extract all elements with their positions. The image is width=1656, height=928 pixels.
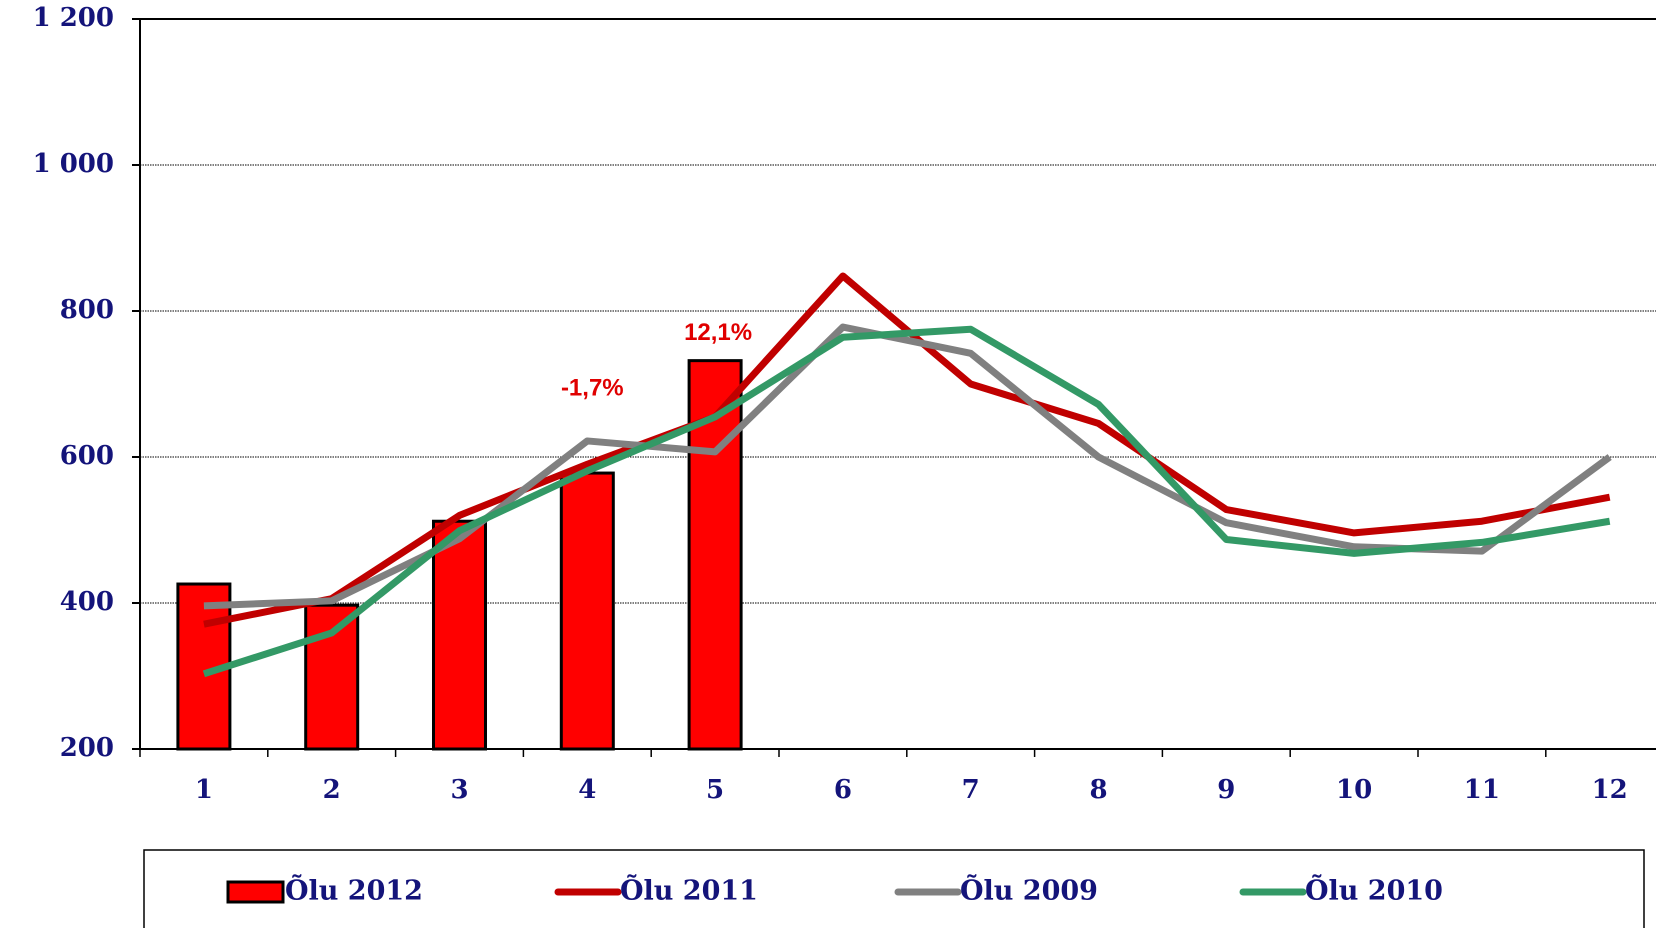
x-tick-label: 3 <box>450 775 468 805</box>
y-tick-label: 200 <box>60 733 114 763</box>
legend-swatch <box>226 880 285 904</box>
legend-label: Õlu 2009 <box>960 873 1098 907</box>
annotation: -1,7% <box>561 374 624 401</box>
bar <box>559 471 615 751</box>
bar <box>304 603 360 751</box>
annotation: 12,1% <box>684 319 752 346</box>
x-tick-label: 5 <box>706 775 724 805</box>
x-tick-label: 9 <box>1217 775 1235 805</box>
legend-label: Õlu 2012 <box>285 873 423 907</box>
x-tick-label: 10 <box>1336 775 1372 805</box>
legend-box <box>143 849 1645 928</box>
x-tick-label: 1 <box>195 775 213 805</box>
x-tick-label: 12 <box>1592 775 1628 805</box>
y-tick-label: 400 <box>60 587 114 617</box>
x-tick-label: 7 <box>962 775 980 805</box>
legend-label: Õlu 2010 <box>1305 873 1443 907</box>
x-tick-label: 4 <box>578 775 596 805</box>
y-tick-label: 600 <box>60 441 114 471</box>
x-tick-label: 11 <box>1464 775 1500 805</box>
x-tick-label: 2 <box>323 775 341 805</box>
x-tick-label: 6 <box>834 775 852 805</box>
line <box>202 325 1611 678</box>
legend-label: Õlu 2011 <box>620 873 758 907</box>
y-tick-label: 800 <box>60 295 114 325</box>
bar <box>432 519 487 751</box>
y-tick-label: 1 000 <box>33 149 114 179</box>
y-tick-label: 1 200 <box>33 3 114 33</box>
line <box>203 272 1611 628</box>
x-tick-label: 8 <box>1089 775 1107 805</box>
